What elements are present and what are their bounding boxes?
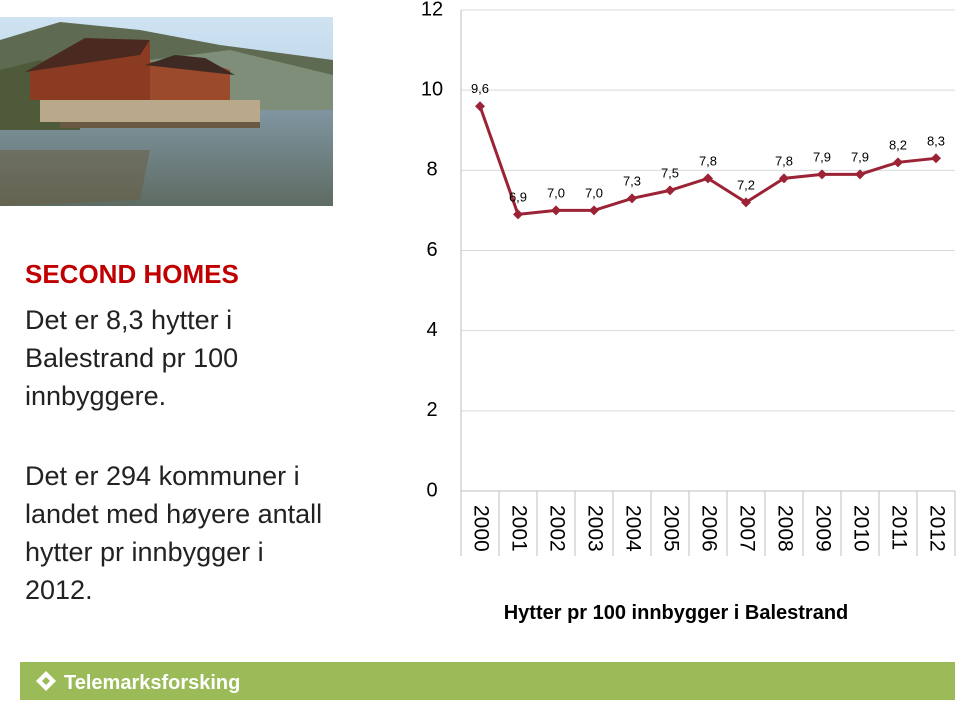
- data-label: 7,8: [775, 153, 793, 168]
- x-tick-label: 2012: [925, 505, 948, 552]
- x-tick-label: 2007: [735, 505, 758, 552]
- data-point: [741, 197, 751, 208]
- y-tick-label: 10: [421, 78, 443, 100]
- x-tick-label: 2002: [545, 505, 568, 552]
- footer-logo: Telemarksforsking: [64, 672, 240, 694]
- data-label: 7,9: [813, 149, 831, 164]
- data-point: [627, 193, 637, 204]
- heading: SECOND HOMES: [25, 259, 239, 289]
- data-point: [475, 101, 485, 112]
- footer-logo-mark: [36, 671, 56, 691]
- y-tick-label: 4: [426, 319, 437, 341]
- x-tick-label: 2008: [773, 505, 796, 552]
- paragraph-line: landet med høyere antall: [25, 499, 322, 529]
- paragraph-line: innbyggere.: [25, 381, 166, 411]
- y-tick-label: 0: [426, 479, 437, 501]
- x-tick-label: 2011: [887, 505, 910, 550]
- data-label: 7,5: [661, 165, 679, 180]
- data-point: [893, 157, 903, 168]
- data-label: 8,2: [889, 137, 907, 152]
- data-point: [779, 173, 789, 184]
- paragraph-line: hytter pr innbygger i: [25, 537, 264, 567]
- data-label: 6,9: [509, 189, 527, 204]
- data-point: [931, 153, 941, 164]
- x-tick-label: 2010: [849, 505, 872, 552]
- data-label: 9,6: [471, 81, 489, 96]
- paragraph-line: Balestrand pr 100: [25, 343, 238, 373]
- data-label: 7,0: [547, 185, 565, 200]
- x-axis-title: Hytter pr 100 innbygger i Balestrand: [504, 602, 849, 624]
- data-label: 8,3: [927, 133, 945, 148]
- data-point: [817, 169, 827, 180]
- data-point: [703, 173, 713, 184]
- footer-bar: [20, 662, 955, 700]
- x-tick-label: 2009: [811, 505, 834, 552]
- x-tick-label: 2005: [659, 505, 682, 552]
- photo: [0, 17, 333, 206]
- x-tick-label: 2000: [469, 505, 492, 552]
- x-tick-label: 2001: [507, 505, 530, 552]
- y-tick-label: 12: [421, 0, 443, 20]
- x-tick-label: 2004: [621, 505, 644, 552]
- data-label: 7,0: [585, 185, 603, 200]
- x-tick-label: 2006: [697, 505, 720, 552]
- data-label: 7,8: [699, 153, 717, 168]
- data-label: 7,9: [851, 149, 869, 164]
- y-tick-label: 6: [426, 239, 437, 261]
- x-tick-label: 2003: [583, 505, 606, 552]
- paragraph-line: Det er 294 kommuner i: [25, 461, 300, 491]
- y-tick-label: 8: [426, 159, 437, 181]
- paragraph-line: Det er 8,3 hytter i: [25, 305, 232, 335]
- data-point: [551, 205, 561, 216]
- data-point: [589, 205, 599, 216]
- y-tick-label: 2: [426, 399, 437, 421]
- data-label: 7,3: [623, 173, 641, 188]
- data-point: [665, 185, 675, 196]
- data-point: [855, 169, 865, 180]
- data-label: 7,2: [737, 177, 755, 192]
- data-point: [513, 209, 523, 220]
- paragraph-line: 2012.: [25, 575, 93, 605]
